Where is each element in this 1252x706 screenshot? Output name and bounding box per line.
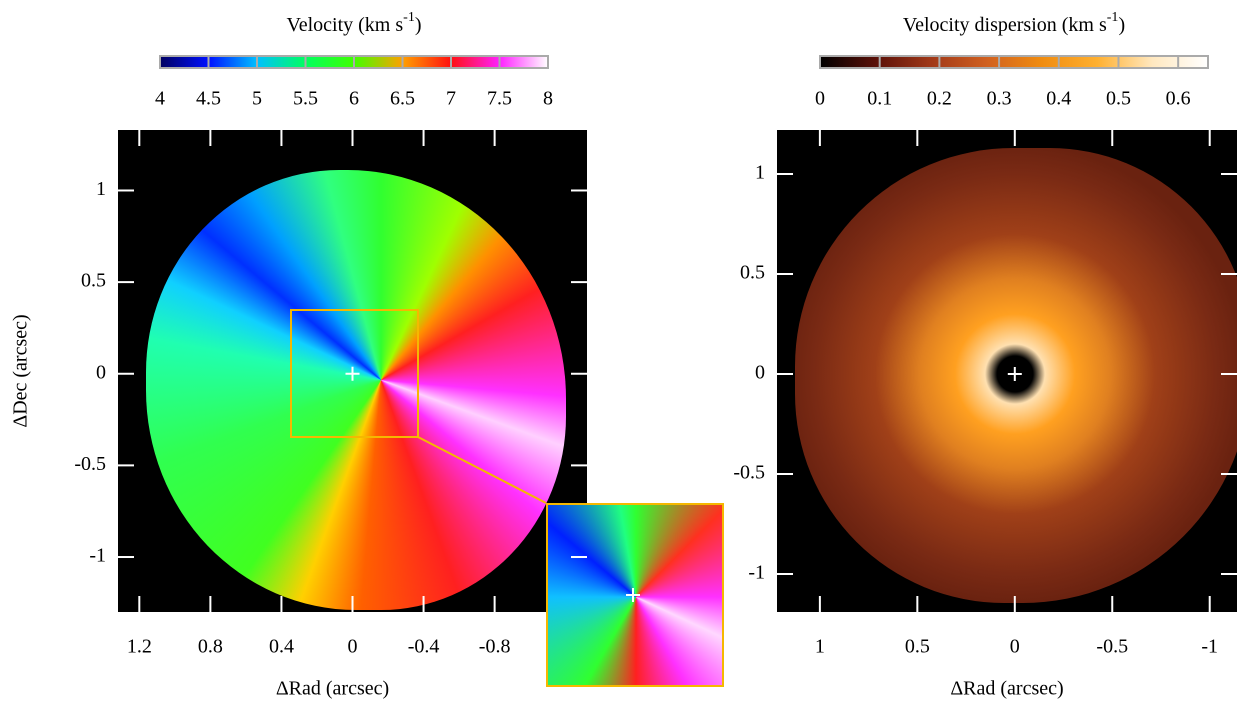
colorbar-label-part: Velocity dispersion (km s <box>903 14 1107 36</box>
center-cross <box>345 366 360 381</box>
colorbar-tick-label: 0.5 <box>1106 88 1131 110</box>
colorbar-tick-label: 4 <box>155 88 165 110</box>
x-tick-label: 0.5 <box>905 636 930 658</box>
x-axis-label: ΔRad (arcsec) <box>276 678 389 700</box>
zoom-box <box>290 309 419 438</box>
colorbar-tick-label: 0.1 <box>867 88 892 110</box>
y-tick-label: 0 <box>96 361 106 383</box>
y-tick-label: -1 <box>748 562 765 584</box>
y-tick-label: 0 <box>755 362 765 384</box>
colorbar-tick-label: 0.2 <box>927 88 952 110</box>
y-tick-label: 0.5 <box>81 270 106 292</box>
y-tick-label: -0.5 <box>733 462 765 484</box>
colorbar-label: Velocity (km s-1) <box>287 10 422 35</box>
x-tick-label: -0.4 <box>408 636 440 658</box>
colorbar-tick-label: 4.5 <box>196 88 221 110</box>
colorbar-tick-label: 0.3 <box>987 88 1012 110</box>
colorbar-tick-label: 8 <box>543 88 553 110</box>
x-tick-label: 1 <box>815 636 825 658</box>
x-tick-label: -0.8 <box>479 636 511 658</box>
velocity-map <box>118 130 587 612</box>
colorbar-label-part: Velocity (km s <box>287 14 404 36</box>
colorbar-tick-label: 7.5 <box>487 88 512 110</box>
dispersion-disk <box>795 148 1237 603</box>
y-tick-label: -1 <box>89 545 106 567</box>
colorbar-label-part: ) <box>415 14 422 36</box>
x-tick-label: 0 <box>1010 636 1020 658</box>
x-tick-label: 0 <box>348 636 358 658</box>
x-axis-label: ΔRad (arcsec) <box>950 678 1063 700</box>
center-cross <box>1007 367 1022 381</box>
x-tick-label: 1.2 <box>127 636 152 658</box>
colorbar-label-part: ) <box>1118 14 1125 36</box>
y-tick-label: 1 <box>96 178 106 200</box>
colorbar-tick-label: 7 <box>446 88 456 110</box>
dispersion-map <box>777 130 1237 612</box>
x-tick-label: 0.8 <box>198 636 223 658</box>
colorbar-tick-label: 0 <box>815 88 825 110</box>
colorbar-tick-label: 5 <box>252 88 262 110</box>
velocity-disk <box>146 170 566 610</box>
x-tick-label: -1 <box>1201 636 1218 658</box>
y-tick-label: 0.5 <box>740 262 765 284</box>
y-tick-label: 1 <box>755 162 765 184</box>
inset-cross <box>626 588 640 602</box>
colorbar-tick-label: 5.5 <box>293 88 318 110</box>
colorbar-tick-label: 0.6 <box>1166 88 1191 110</box>
colorbar-label: Velocity dispersion (km s-1) <box>903 10 1125 35</box>
y-axis-label: ΔDec (arcsec) <box>10 314 32 427</box>
colorbar-tick-label: 0.4 <box>1046 88 1071 110</box>
colorbar <box>819 55 1209 69</box>
x-tick-label: -0.5 <box>1096 636 1128 658</box>
y-tick-label: -0.5 <box>74 453 106 475</box>
zoom-connector <box>417 436 547 504</box>
colorbar-label-part: -1 <box>1107 10 1119 25</box>
x-tick-label: 0.4 <box>269 636 294 658</box>
colorbar-tick-label: 6 <box>349 88 359 110</box>
colorbar-label-part: -1 <box>403 10 415 25</box>
colorbar-tick-label: 6.5 <box>390 88 415 110</box>
